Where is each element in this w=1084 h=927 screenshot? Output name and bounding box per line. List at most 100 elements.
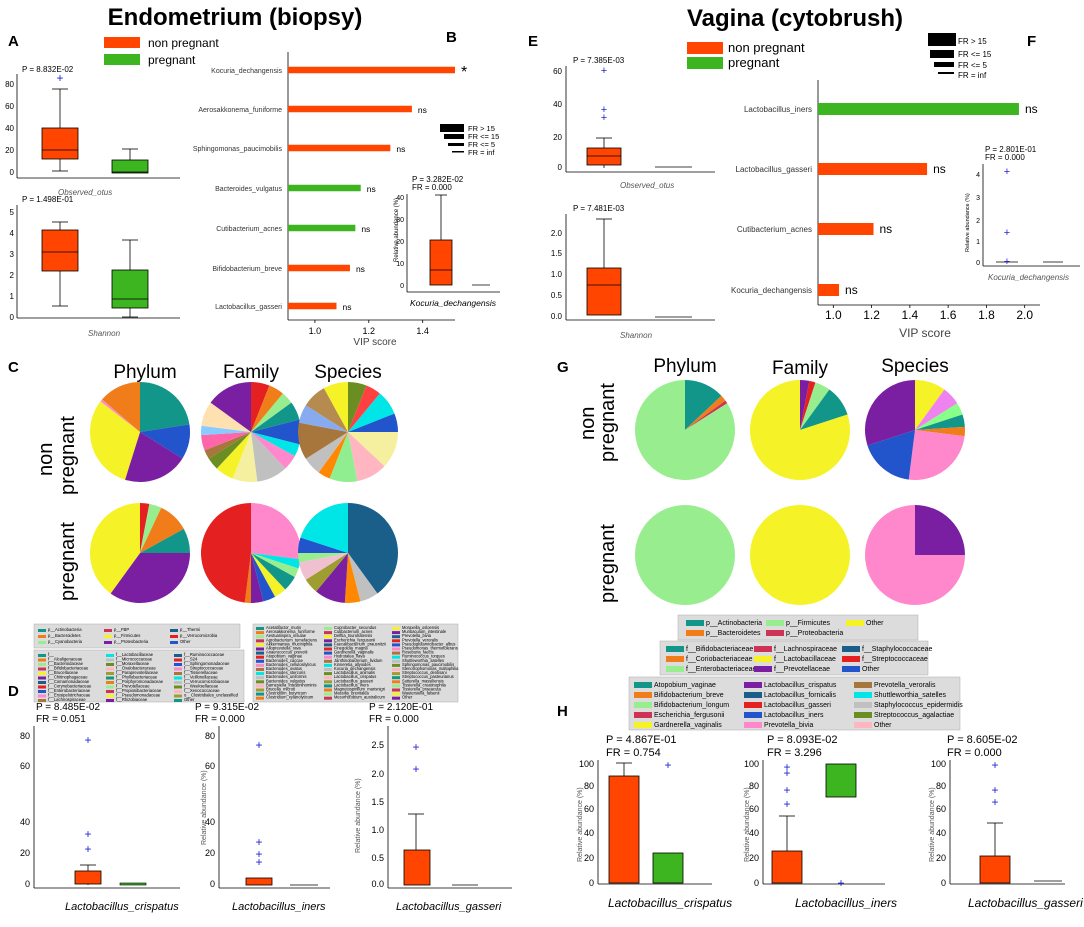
pie-slice — [908, 430, 965, 480]
pie-slice — [140, 503, 150, 553]
legend-swatch — [256, 688, 264, 692]
legend-label: p__Bacteroidetes — [48, 633, 81, 638]
panel-h-3-tick: 20 — [936, 853, 946, 863]
legend-label: Delftia_tsuruhatensis — [334, 633, 372, 638]
legend-swatch — [666, 666, 684, 672]
panel-letter-d: D — [8, 683, 19, 700]
legend-swatch — [174, 654, 182, 657]
legend-label: Gardnerella_vaginalis — [654, 722, 722, 729]
legend-label: f__Porphyromonadaceae — [116, 679, 164, 684]
legend-swatch — [106, 699, 114, 702]
legend-label: Bacteroides_cellulosilyticus — [266, 662, 316, 667]
pie-charts — [89, 380, 965, 605]
vip-bar — [818, 103, 1019, 115]
legend-swatch — [324, 651, 332, 655]
legend-swatch — [392, 651, 400, 655]
legend-swatch — [744, 702, 762, 708]
legend-label-pregnant-right: pregnant — [728, 55, 780, 70]
legend-swatch — [392, 659, 400, 663]
panel-h-2-tick: 100 — [744, 759, 759, 769]
panel-g-legend-phylum: p__Actinobacteria p__Bacteroidetes p__Firm… — [677, 614, 919, 641]
pie-slice — [685, 380, 722, 430]
vip-bar — [818, 284, 840, 296]
vip-tick-label: 1.4 — [902, 308, 919, 322]
legend-swatch — [392, 631, 400, 635]
vip-category-label: Lactobacillus_gasseri — [736, 165, 813, 174]
legend-label: Brucella_microti — [266, 687, 295, 692]
legend-label: f__Lachnospiraceae — [48, 697, 86, 702]
panel-e-observed-tick: 20 — [553, 133, 562, 142]
legend-swatch — [106, 667, 114, 671]
panel-h-3-ylabel: Relative abundance (%) — [929, 787, 936, 862]
legend-swatch — [256, 696, 264, 700]
legend-swatch — [38, 663, 46, 666]
legend-label: f__Prevotellaceae — [774, 666, 830, 673]
panel-d-3-tick: 0.0 — [371, 879, 384, 889]
box-p — [825, 763, 857, 798]
panel-h-2-pvalue: P = 8.093E-02 — [767, 734, 837, 746]
panel-a-observed-label: Observed_otus — [58, 188, 112, 197]
pie-slice — [915, 426, 965, 437]
legend-swatch — [106, 663, 114, 666]
legend-swatch — [744, 682, 762, 688]
legend-swatch — [38, 690, 46, 693]
panel-a-shannon-pvalue: P = 1.498E-01 — [22, 195, 74, 204]
legend-swatch — [256, 643, 264, 647]
vip-significance: ns — [880, 222, 893, 236]
vip-category-label: Cutibacterium_acnes — [737, 225, 812, 234]
vip-significance: ns — [342, 302, 351, 312]
legend-swatch — [174, 699, 182, 702]
panel-d-3-fr: FR = 0.000 — [369, 714, 419, 725]
panel-h-2-fr: FR = 3.296 — [767, 747, 822, 759]
legend-swatch — [392, 692, 400, 696]
panel-h-2-ylabel: Relative abundance (%) — [744, 787, 751, 862]
outlier: + — [412, 740, 419, 754]
panel-d-2-xlabel: Lactobacillus_iners — [232, 901, 326, 913]
legend-swatch — [256, 659, 264, 663]
legend-label: f__Phyllobacteriaceae — [116, 675, 158, 680]
legend-label: f__Sphingomonadaceae — [184, 661, 230, 666]
panel-h-2-tick: 40 — [749, 828, 759, 838]
panel-d-3-pvalue: P = 2.120E-01 — [369, 702, 433, 713]
legend-swatch — [256, 655, 264, 659]
panel-h-3-tick: 100 — [931, 759, 946, 769]
legend-label: Bacteroides_vulgatus — [266, 678, 305, 683]
legend-label-non-pregnant-right: non pregnant — [728, 40, 805, 55]
panel-e-observed-tick: 60 — [553, 67, 562, 76]
panel-f-vip-chart: Lactobacillus_iners nsLactobacillus_gasse… — [731, 80, 1040, 340]
pie-slice — [329, 432, 358, 482]
legend-swatch — [256, 692, 264, 696]
legend-label: f__Verrucomicrobiaceae — [184, 679, 230, 684]
legend-label: p__Firmicutes — [114, 633, 140, 638]
legend-label: f__Lachnospiraceae — [774, 646, 837, 653]
legend-swatch — [634, 722, 652, 728]
box-np — [979, 855, 1011, 884]
legend-swatch — [324, 680, 332, 684]
outlier: + — [783, 766, 790, 780]
panel-d-3-tick: 1.5 — [371, 797, 384, 807]
panel-g-row-pregnant-2: pregnant — [597, 524, 619, 603]
panel-g-legend-species: Atopobium_vaginae Bifidobacterium_breve Bi… — [628, 676, 963, 731]
legend-label: f__Streptococcaceae — [862, 656, 928, 663]
legend-swatch — [324, 627, 332, 630]
legend-label: Prevotella_veroralis — [402, 637, 438, 642]
panel-b-inset-tick: 30 — [396, 217, 404, 224]
pie-slice — [216, 432, 251, 479]
legend-label: Kocuria_dechangensis — [334, 666, 375, 671]
panel-h-2: P = 8.093E-02 FR = 3.296 0 20 40 60 80 1… — [744, 734, 897, 910]
legend-swatch — [324, 684, 332, 688]
box-np — [245, 877, 273, 886]
legend-label: p__Cyanobacteria — [48, 639, 83, 644]
legend-label: Moraxella_osloensis — [402, 625, 439, 630]
panel-d-1-fr: FR = 0.051 — [36, 714, 86, 725]
vip-bar — [288, 144, 391, 152]
panel-d-1-tick: 60 — [20, 761, 30, 771]
box-np — [608, 775, 640, 884]
vip-tick-label: 1.8 — [978, 308, 995, 322]
legend-swatch — [754, 656, 772, 662]
legend-swatch — [666, 656, 684, 662]
legend-label: p__Bacteroidetes — [706, 630, 761, 637]
panel-a-shannon-tick: 4 — [10, 229, 15, 238]
panel-h-1-pvalue: P = 4.867E-01 — [606, 734, 676, 746]
legend-label: Bifidobacterium_breve — [654, 692, 724, 699]
